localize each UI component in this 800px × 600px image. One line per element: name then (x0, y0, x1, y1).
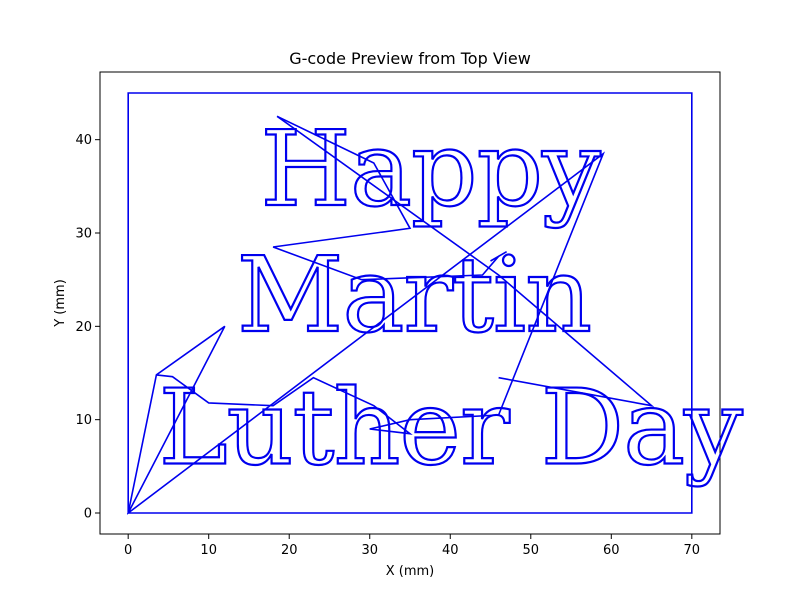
toolpath-group (126, 92, 693, 515)
toolpath-series-0 (126, 92, 693, 515)
y-tick-label: 10 (75, 413, 92, 428)
y-tick-label: 30 (75, 227, 92, 242)
chart-title: G-code Preview from Top View (289, 49, 531, 68)
engraved-text-line-2: Luther Day (159, 367, 744, 489)
x-axis-ticks: 0 10 20 30 40 50 60 70 (124, 534, 700, 558)
toolpath-series-2 (272, 115, 508, 281)
x-tick-label: 30 (361, 543, 378, 558)
x-tick-label: 70 (684, 543, 701, 558)
y-axis-label: Y (mm) (53, 279, 68, 328)
x-tick-label: 60 (603, 543, 620, 558)
y-axis-ticks: 0 10 20 30 40 (75, 133, 100, 522)
y-tick-label: 40 (75, 133, 92, 148)
engraved-text-line-0: Happy (260, 108, 601, 230)
y-tick-label: 0 (84, 507, 92, 522)
plot-area (99, 71, 721, 535)
x-tick-label: 40 (442, 543, 459, 558)
y-tick-label: 20 (75, 320, 92, 335)
x-tick-label: 10 (200, 543, 217, 558)
x-tick-label: 20 (281, 543, 298, 558)
x-tick-label: 50 (523, 543, 540, 558)
x-axis-label: X (mm) (386, 564, 435, 579)
engraved-text-line-1: Martin (237, 234, 591, 356)
x-tick-label: 0 (124, 543, 132, 558)
toolpath-series-1 (276, 115, 655, 408)
